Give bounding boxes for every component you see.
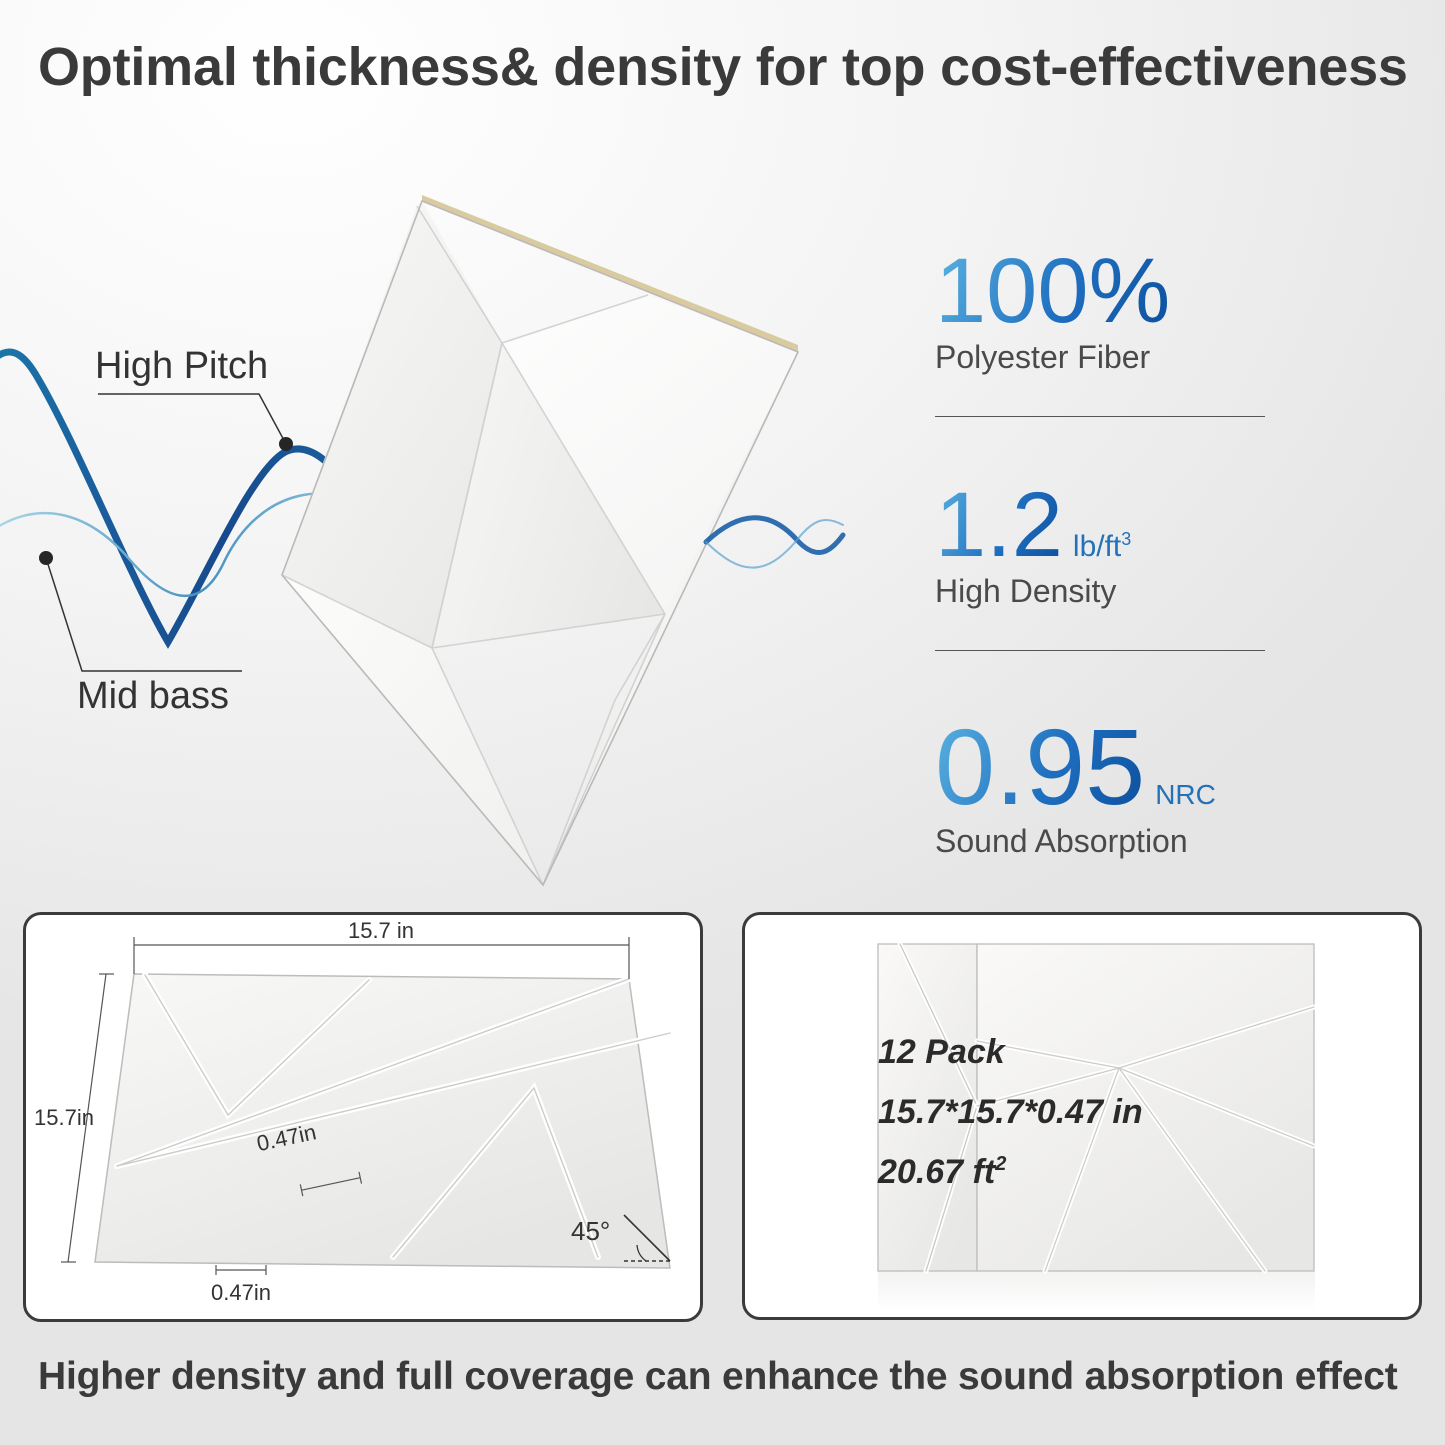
- svg-text:15.7in: 15.7in: [34, 1105, 94, 1130]
- svg-text:0.47in: 0.47in: [211, 1280, 271, 1305]
- svg-text:15.7 in: 15.7 in: [348, 918, 414, 943]
- svg-text:45°: 45°: [571, 1216, 610, 1246]
